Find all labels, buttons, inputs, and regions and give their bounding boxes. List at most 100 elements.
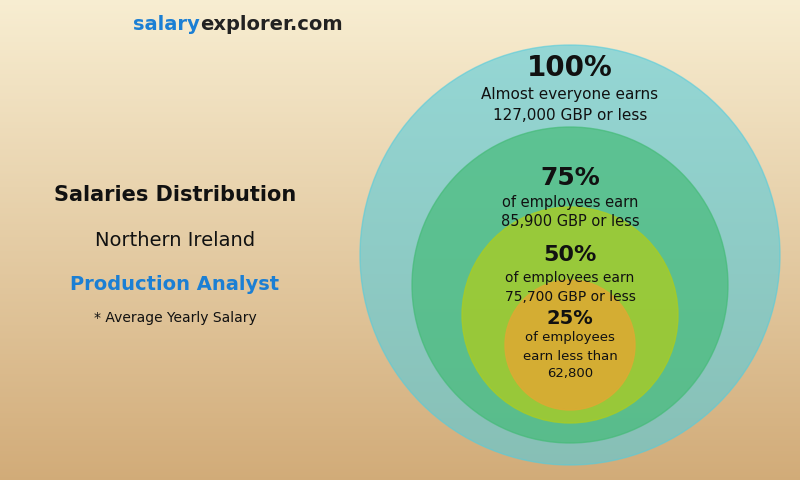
Bar (0, 32, 800, 34)
Bar (0, 272, 800, 274)
Bar (0, 405, 800, 407)
Bar (0, 234, 800, 235)
Bar (0, 49, 800, 51)
Bar (0, 64, 800, 66)
Bar (0, 101, 800, 102)
Bar (0, 448, 800, 450)
Bar (0, 24, 800, 25)
Bar (0, 11, 800, 13)
Bar (0, 320, 800, 322)
Bar (0, 264, 800, 265)
Bar (0, 181, 800, 182)
Bar (0, 368, 800, 370)
Bar (0, 466, 800, 467)
Bar (0, 267, 800, 269)
Bar (0, 102, 800, 104)
Bar (0, 306, 800, 307)
Bar (0, 37, 800, 38)
Bar (0, 402, 800, 403)
Bar (0, 117, 800, 119)
Bar (0, 259, 800, 261)
Bar (0, 155, 800, 157)
Bar (0, 25, 800, 27)
Circle shape (505, 280, 635, 410)
Bar (0, 109, 800, 110)
Bar (0, 43, 800, 45)
Bar (0, 336, 800, 337)
Bar (0, 385, 800, 387)
Bar (0, 363, 800, 365)
Text: 100%: 100% (527, 54, 613, 82)
Bar (0, 6, 800, 8)
Bar (0, 457, 800, 459)
Bar (0, 433, 800, 435)
Bar (0, 141, 800, 143)
Bar (0, 331, 800, 333)
Bar (0, 418, 800, 419)
Bar (0, 287, 800, 288)
Bar (0, 162, 800, 163)
Text: Northern Ireland: Northern Ireland (95, 230, 255, 250)
Bar (0, 398, 800, 400)
Bar (0, 85, 800, 86)
Bar (0, 384, 800, 385)
Bar (0, 451, 800, 453)
Bar (0, 163, 800, 165)
Bar (0, 208, 800, 210)
Text: Salaries Distribution: Salaries Distribution (54, 185, 296, 205)
Bar (0, 110, 800, 112)
Bar (0, 30, 800, 32)
Bar (0, 274, 800, 275)
Bar (0, 424, 800, 426)
Bar (0, 147, 800, 149)
Bar (0, 83, 800, 85)
Bar (0, 408, 800, 409)
Bar (0, 211, 800, 213)
Bar (0, 293, 800, 294)
Bar (0, 38, 800, 40)
Bar (0, 203, 800, 205)
Text: Production Analyst: Production Analyst (70, 276, 279, 295)
Bar (0, 294, 800, 296)
Bar (0, 133, 800, 134)
Bar (0, 455, 800, 456)
Bar (0, 378, 800, 379)
Bar (0, 397, 800, 398)
Bar (0, 149, 800, 150)
Bar (0, 191, 800, 192)
Bar (0, 445, 800, 446)
Bar (0, 71, 800, 72)
Bar (0, 370, 800, 371)
Bar (0, 23, 800, 24)
Text: of employees: of employees (525, 332, 615, 345)
Bar (0, 373, 800, 374)
Bar (0, 283, 800, 285)
Bar (0, 120, 800, 121)
Circle shape (412, 127, 728, 443)
Bar (0, 128, 800, 130)
Bar (0, 61, 800, 62)
Bar (0, 174, 800, 176)
Bar (0, 34, 800, 35)
Bar (0, 51, 800, 53)
Bar (0, 219, 800, 221)
Bar (0, 474, 800, 475)
Bar (0, 143, 800, 144)
Bar (0, 288, 800, 289)
Bar (0, 389, 800, 390)
Text: 75%: 75% (540, 166, 600, 190)
Bar (0, 302, 800, 304)
Bar (0, 479, 800, 480)
Bar (0, 464, 800, 466)
Text: of employees earn: of employees earn (502, 195, 638, 211)
Bar (0, 59, 800, 61)
Bar (0, 0, 800, 1)
Bar (0, 333, 800, 335)
Bar (0, 176, 800, 178)
Bar (0, 243, 800, 245)
Bar (0, 359, 800, 360)
Bar (0, 45, 800, 47)
Bar (0, 317, 800, 318)
Bar (0, 349, 800, 350)
Bar (0, 251, 800, 253)
